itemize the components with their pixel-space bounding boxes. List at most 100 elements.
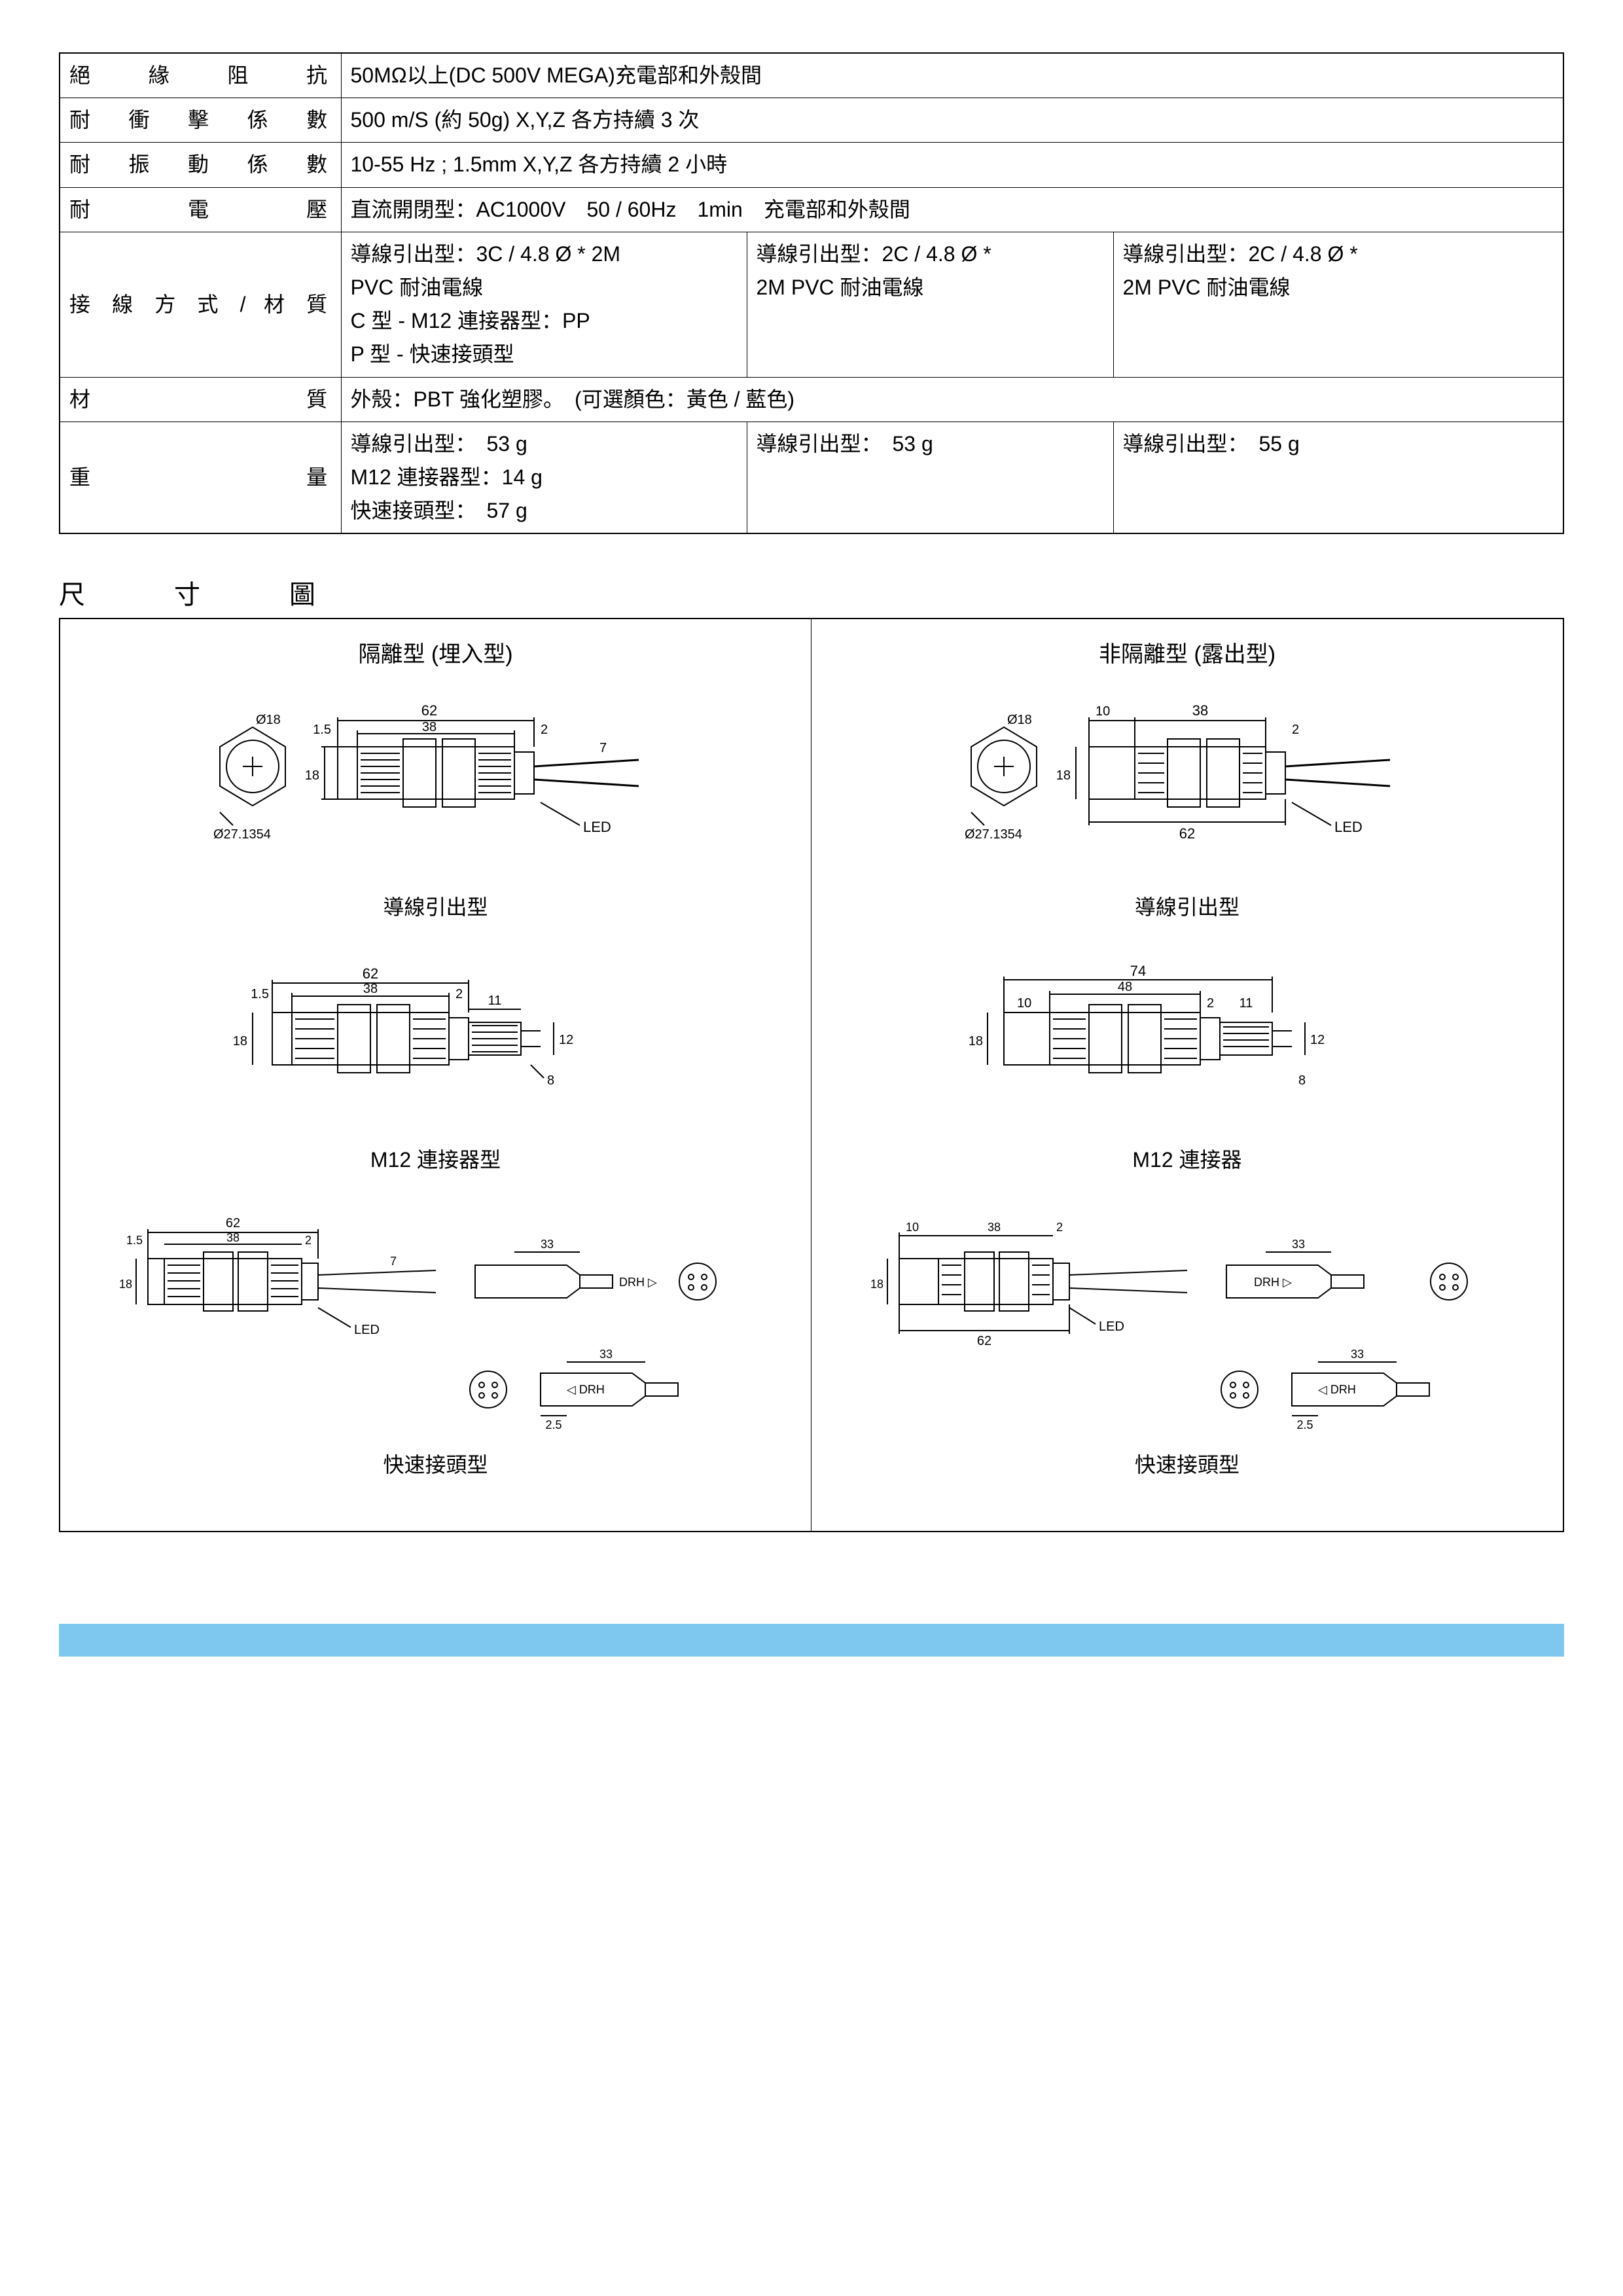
cell-line: 導線引出型： 53 g (757, 427, 1104, 461)
cell-line: 2M PVC 耐油電線 (757, 271, 1104, 304)
drawing-shielded-quick: LED 62 38 1.5 2 18 7 DRH ▷ (67, 1200, 804, 1479)
col-title: 非隔離型 (露出型) (818, 636, 1556, 668)
svg-text:10: 10 (906, 1221, 919, 1234)
svg-text:33: 33 (1292, 1238, 1305, 1251)
svg-text:LED: LED (354, 1323, 380, 1337)
cell-line: C 型 - M12 連接器型：PP (351, 304, 738, 338)
svg-text:7: 7 (390, 1255, 397, 1268)
svg-text:DRH ▷: DRH ▷ (1254, 1276, 1292, 1289)
cell-line: 2M PVC 耐油電線 (1123, 271, 1554, 304)
svg-text:33: 33 (540, 1238, 553, 1251)
cell-line: 導線引出型：3C / 4.8 Ø * 2M (351, 238, 738, 271)
svg-text:12: 12 (1310, 1033, 1325, 1047)
svg-text:2.5: 2.5 (545, 1418, 562, 1431)
sensor-diagram-icon: 74 48 10 2 11 18 12 8 (925, 947, 1449, 1130)
svg-text:2: 2 (305, 1234, 312, 1247)
svg-text:LED: LED (583, 819, 611, 835)
drawing-caption: 導線引出型 (1135, 891, 1240, 921)
drawing-shielded-m12: 62 38 1.5 2 11 18 12 8 M12 連接器型 (67, 947, 804, 1174)
drawing-caption: M12 連接器型 (370, 1143, 501, 1174)
svg-text:18: 18 (1056, 768, 1071, 783)
svg-text:62: 62 (225, 1216, 240, 1230)
svg-text:1.5: 1.5 (126, 1234, 142, 1247)
svg-text:62: 62 (362, 965, 378, 982)
svg-text:1.5: 1.5 (313, 723, 331, 737)
col-title: 隔離型 (埋入型) (67, 636, 804, 668)
svg-text:2: 2 (541, 723, 548, 737)
svg-text:8: 8 (547, 1073, 554, 1088)
cell-line: 快速接頭型： 57 g (351, 494, 738, 528)
row-value: 50MΩ以上(DC 500V MEGA)充電部和外殼間 (341, 53, 1563, 98)
drawing-caption: 導線引出型 (383, 891, 488, 921)
svg-text:7: 7 (599, 741, 607, 755)
svg-text:2: 2 (455, 987, 463, 1001)
svg-text:18: 18 (118, 1278, 132, 1291)
svg-text:LED: LED (1099, 1319, 1124, 1334)
svg-text:74: 74 (1130, 963, 1146, 979)
svg-text:38: 38 (421, 720, 436, 734)
shielded-column: 隔離型 (埋入型) Ø18 Ø27.1354 (60, 619, 812, 1531)
dimensions-title: 尺 寸 圖 (59, 573, 1564, 611)
svg-text:10: 10 (1096, 704, 1110, 719)
sensor-diagram-icon: Ø18 Ø27.1354 (893, 681, 1482, 878)
svg-text:Ø27.1354: Ø27.1354 (965, 827, 1022, 842)
weight-cell-3: 導線引出型： 55 g (1113, 422, 1563, 533)
svg-text:Ø27.1354: Ø27.1354 (213, 827, 271, 842)
svg-text:2: 2 (1056, 1221, 1063, 1234)
svg-text:48: 48 (1118, 980, 1132, 994)
unshielded-column: 非隔離型 (露出型) Ø18 Ø27.1354 (812, 619, 1563, 1531)
row-value: 外殼：PBT 強化塑膠。 (可選顏色：黃色 / 藍色) (341, 377, 1563, 422)
svg-text:◁ DRH: ◁ DRH (567, 1383, 605, 1396)
row-label: 耐 電 壓 (60, 187, 341, 232)
spec-table: 絕 緣 阻 抗 50MΩ以上(DC 500V MEGA)充電部和外殼間 耐 衝 … (59, 52, 1564, 534)
svg-text:18: 18 (870, 1278, 883, 1291)
cell-line: 導線引出型： 55 g (1123, 427, 1554, 461)
sensor-diagram-icon: LED 62 38 1.5 2 18 7 DRH ▷ (109, 1200, 763, 1435)
svg-text:38: 38 (226, 1231, 239, 1244)
svg-text:11: 11 (1240, 996, 1253, 1011)
svg-text:38: 38 (363, 982, 377, 996)
row-value: 500 m/S (約 50g) X,Y,Z 各方持續 3 次 (341, 98, 1563, 143)
row-label: 耐 振 動 係 數 (60, 143, 341, 187)
row-label: 接 線 方 式 / 材 質 (60, 232, 341, 377)
svg-text:Ø18: Ø18 (1007, 713, 1032, 727)
svg-text:2.5: 2.5 (1296, 1418, 1313, 1431)
svg-text:11: 11 (488, 994, 501, 1008)
row-label: 重 量 (60, 422, 341, 533)
sensor-diagram-icon: Ø18 Ø27.1354 (141, 681, 730, 878)
wiring-cell-3: 導線引出型：2C / 4.8 Ø * 2M PVC 耐油電線 (1113, 232, 1563, 377)
cell-line: 導線引出型：2C / 4.8 Ø * (1123, 238, 1554, 271)
svg-text:18: 18 (232, 1034, 247, 1049)
svg-text:38: 38 (988, 1221, 1001, 1234)
drawing-shielded-cable: Ø18 Ø27.1354 (67, 681, 804, 921)
svg-text:Ø18: Ø18 (256, 713, 281, 727)
sensor-diagram-icon: LED 38 10 2 62 18 DRH ▷ (860, 1200, 1514, 1435)
footer-bar (59, 1624, 1564, 1657)
row-label: 絕 緣 阻 抗 (60, 53, 341, 98)
drawing-unshielded-m12: 74 48 10 2 11 18 12 8 M12 連接器 (818, 947, 1556, 1174)
svg-text:2: 2 (1207, 996, 1214, 1011)
drawing-caption: 快速接頭型 (1135, 1448, 1240, 1479)
cell-line: 導線引出型：2C / 4.8 Ø * (757, 238, 1104, 271)
svg-text:DRH ▷: DRH ▷ (619, 1276, 657, 1289)
svg-text:33: 33 (1351, 1348, 1364, 1361)
wiring-cell-1: 導線引出型：3C / 4.8 Ø * 2M PVC 耐油電線 C 型 - M12… (341, 232, 747, 377)
svg-text:18: 18 (969, 1034, 983, 1049)
row-value: 直流開閉型：AC1000V 50 / 60Hz 1min 充電部和外殼間 (341, 187, 1563, 232)
svg-text:12: 12 (559, 1033, 573, 1047)
svg-text:◁ DRH: ◁ DRH (1318, 1383, 1356, 1396)
weight-cell-1: 導線引出型： 53 g M12 連接器型：14 g 快速接頭型： 57 g (341, 422, 747, 533)
wiring-cell-2: 導線引出型：2C / 4.8 Ø * 2M PVC 耐油電線 (747, 232, 1113, 377)
cell-line: M12 連接器型：14 g (351, 461, 738, 494)
svg-text:2: 2 (1292, 723, 1299, 737)
row-value: 10-55 Hz ; 1.5mm X,Y,Z 各方持續 2 小時 (341, 143, 1563, 187)
drawing-caption: M12 連接器 (1132, 1143, 1241, 1174)
svg-text:18: 18 (304, 768, 319, 783)
cell-line: 導線引出型： 53 g (351, 427, 738, 461)
svg-text:8: 8 (1298, 1073, 1306, 1088)
drawing-caption: 快速接頭型 (383, 1448, 488, 1479)
sensor-diagram-icon: 62 38 1.5 2 11 18 12 8 (174, 947, 698, 1130)
cell-line: P 型 - 快速接頭型 (351, 338, 738, 371)
drawing-unshielded-cable: Ø18 Ø27.1354 (818, 681, 1556, 921)
svg-text:33: 33 (599, 1348, 612, 1361)
